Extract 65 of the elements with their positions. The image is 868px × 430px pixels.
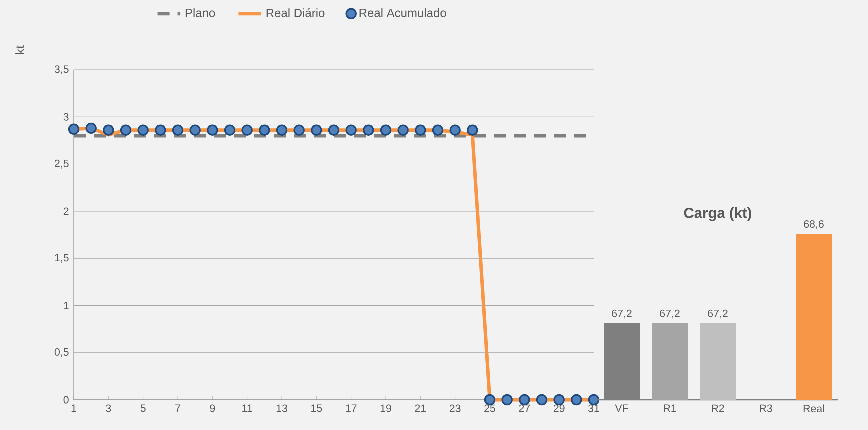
x-tick-label: R3 xyxy=(760,404,772,412)
y-tick-label: 0,5 xyxy=(54,348,69,358)
data-label: 67,2 xyxy=(708,310,728,319)
point xyxy=(467,124,478,136)
x-tick-label: 7 xyxy=(176,404,180,412)
x-tick-label: 15 xyxy=(312,404,322,412)
x-tick-label: 13 xyxy=(276,404,288,412)
point xyxy=(259,124,270,136)
data-label: 67,2 xyxy=(612,310,632,319)
point xyxy=(363,124,374,136)
point xyxy=(450,124,461,136)
point xyxy=(120,124,132,136)
chart-title: Carga (kt) xyxy=(684,208,752,222)
x-tick-label: 17 xyxy=(346,404,357,412)
point xyxy=(68,124,80,135)
point xyxy=(415,124,426,136)
point xyxy=(432,124,444,136)
y-axis-title: kt xyxy=(16,46,24,54)
x-tick-label: 5 xyxy=(140,404,146,412)
x-tick-label: 29 xyxy=(554,404,565,412)
y-tick-label: 2 xyxy=(64,208,69,216)
y-tick-label: 1,5 xyxy=(55,254,69,263)
point xyxy=(172,124,184,136)
x-tick-label: VF xyxy=(615,404,628,412)
point xyxy=(86,122,97,134)
point xyxy=(346,124,357,136)
x-tick-label: 1 xyxy=(72,404,76,412)
y-tick-label: 2,5 xyxy=(55,160,69,169)
point xyxy=(536,394,548,406)
y-tick-label: 3,5 xyxy=(54,66,69,74)
data-label: 67,2 xyxy=(660,310,680,319)
x-tick-label: 21 xyxy=(415,404,426,412)
x-tick-label: 27 xyxy=(519,404,530,412)
y-tick-label: 1 xyxy=(64,302,69,310)
y-tick-label: 3 xyxy=(64,113,69,121)
point xyxy=(190,124,201,136)
x-tick-label: 31 xyxy=(588,404,600,412)
x-tick-label: 3 xyxy=(106,404,112,412)
point xyxy=(155,124,166,136)
point xyxy=(380,124,392,136)
x-tick-label: 9 xyxy=(210,404,216,412)
data-label: 68,6 xyxy=(804,220,824,230)
legend-label: Plano xyxy=(186,8,216,18)
legend-label: Real Acumulado xyxy=(360,8,446,18)
point xyxy=(571,394,582,406)
point xyxy=(294,124,305,136)
point xyxy=(207,124,218,136)
x-tick-label: R1 xyxy=(664,404,676,412)
x-tick-label: R2 xyxy=(712,404,724,412)
legend-label: Real Diário xyxy=(266,8,325,18)
x-tick-label: 11 xyxy=(242,404,252,412)
point xyxy=(502,394,513,406)
x-tick-label: 25 xyxy=(484,404,496,412)
point xyxy=(224,124,236,136)
x-tick-label: 19 xyxy=(380,404,392,412)
point xyxy=(328,124,340,136)
x-tick-label: 23 xyxy=(450,404,461,412)
point xyxy=(138,124,149,136)
point xyxy=(398,124,409,136)
point xyxy=(311,124,322,136)
x-tick-label: Real xyxy=(804,404,824,413)
y-tick-label: 0 xyxy=(64,396,69,404)
point xyxy=(276,124,288,136)
point xyxy=(242,124,253,136)
point xyxy=(103,124,114,136)
